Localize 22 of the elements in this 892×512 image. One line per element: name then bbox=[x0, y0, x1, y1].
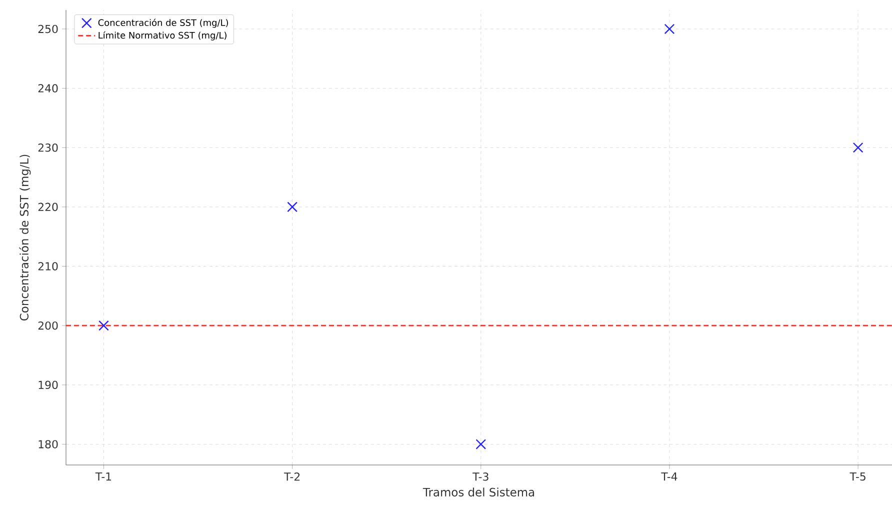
y-tick-label: 240 bbox=[38, 84, 58, 92]
point bbox=[664, 24, 675, 34]
legend-label: Concentración de SST (mg/L) bbox=[98, 18, 228, 28]
x-tick-label: T-3 bbox=[472, 472, 488, 481]
y-axis-title: Concentración de SST (mg/L) bbox=[19, 154, 31, 320]
point bbox=[476, 439, 486, 450]
point bbox=[287, 202, 298, 212]
point bbox=[852, 142, 864, 153]
y-tick-label: 230 bbox=[38, 143, 58, 152]
y-tick-label: 210 bbox=[38, 262, 58, 270]
x-axis-title: Tramos del Sistema bbox=[422, 488, 534, 496]
x-tick-label: T-5 bbox=[850, 472, 866, 481]
y-tick-label: 250 bbox=[38, 24, 58, 34]
legend-label: Límite Normativo SST (mg/L) bbox=[98, 31, 226, 40]
y-tick-label: 220 bbox=[38, 202, 58, 212]
x-tick-label: T-4 bbox=[661, 472, 678, 480]
y-tick-label: 200 bbox=[38, 321, 58, 330]
point bbox=[98, 320, 109, 331]
x-tick-label: T-2 bbox=[284, 472, 300, 481]
y-tick-label: 180 bbox=[38, 440, 58, 448]
x-tick-label: T-1 bbox=[95, 472, 112, 480]
y-tick-label: 190 bbox=[38, 380, 58, 390]
